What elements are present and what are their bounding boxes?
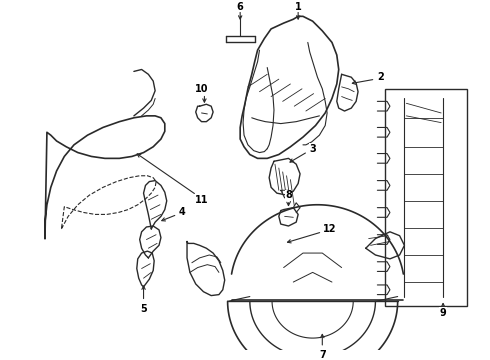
Text: 4: 4 [179, 207, 186, 217]
Bar [385, 89, 467, 306]
Text: 5: 5 [140, 304, 147, 314]
Text: 11: 11 [195, 195, 208, 205]
Text: 12: 12 [323, 224, 337, 234]
Text: 3: 3 [309, 144, 316, 154]
Text: 10: 10 [195, 84, 208, 94]
Text: 2: 2 [377, 72, 384, 82]
Text: 8: 8 [285, 190, 292, 200]
Text: 9: 9 [440, 308, 446, 318]
Text: 6: 6 [237, 2, 244, 12]
Text: 7: 7 [319, 351, 326, 360]
Text: 1: 1 [295, 2, 301, 12]
